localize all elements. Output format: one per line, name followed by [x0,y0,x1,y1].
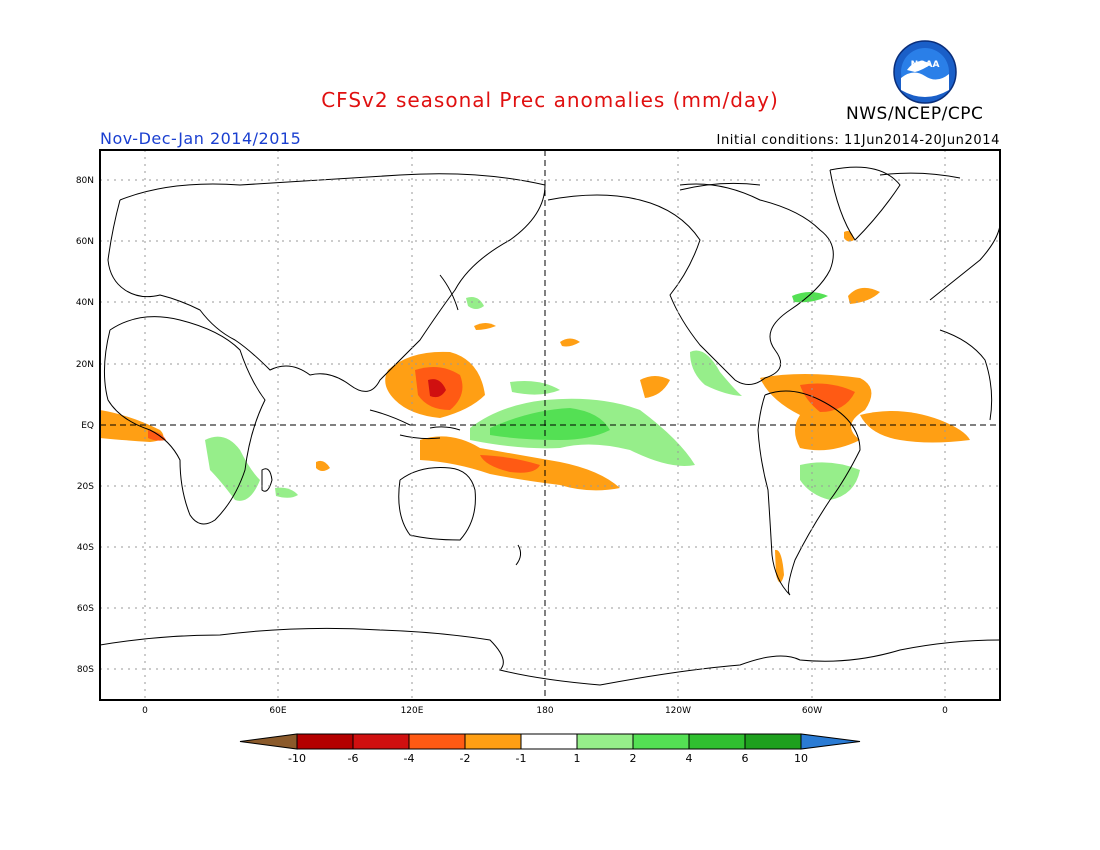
dry-anomaly-amazon-core [800,383,855,412]
dry-anomaly-indian-ocean [316,460,330,471]
dry-anomaly-north-pacific-east [560,338,580,347]
coastlines [100,166,1000,686]
lat-label-0: 80N [76,176,94,186]
colorbar-bin-6 [576,733,634,750]
colorbar-bin-3 [408,733,466,750]
colorbar-labels: -10 -6 -4 -2 -1 1 2 4 6 10 [288,752,808,765]
coast-australia [398,467,476,541]
colorbar-bin-8 [688,733,746,750]
map-title: CFSv2 seasonal Prec anomalies (mm/day) [321,88,779,112]
wet-anomaly-indian-ocean [275,487,298,498]
lon-label-0: 0 [142,706,148,716]
colorbar-bin-5 [520,733,578,750]
dry-anomaly-philippines-core [428,379,446,398]
agency-label: NWS/NCEP/CPC [846,104,984,124]
colorbar-bin-1 [296,733,354,750]
wet-anomaly-central-america [690,350,742,396]
coast-south-america [757,390,861,596]
lat-label-7: 60S [77,604,94,614]
initial-conditions: Initial conditions: 11Jun2014-20Jun2014 [716,133,1000,148]
graticule [100,150,1000,700]
map-frame [99,149,1001,701]
dry-anomaly-north-pacific-west [474,323,496,330]
colorbar-bin-9 [744,733,802,750]
lat-label-5: 20S [77,482,94,492]
dry-anomaly-gulf-guinea-core [148,430,166,441]
latitude-labels: 80N 60N 40N 20N EQ 20S 40S 60S 80S [76,176,94,675]
coast-africa [103,316,266,525]
lat-label-8: 80S [77,665,94,675]
colorbar-tick-7: 4 [686,752,693,765]
dry-anomaly-east-pacific [640,376,670,398]
forecast-period: Nov-Dec-Jan 2014/2015 [100,129,302,148]
lon-label-3: 180 [536,706,553,716]
lon-label-6: 0 [942,706,948,716]
colorbar-bin-4 [464,733,522,750]
wet-anomaly-central-pacific-core [490,408,610,440]
wet-anomaly-north-pacific [466,297,484,309]
precip-anomaly-fields [100,231,970,583]
dry-anomaly-patagonia [775,549,784,583]
coast-north-america [547,183,834,385]
colorbar-tick-2: -4 [404,752,415,765]
coast-indonesia [369,409,461,440]
colorbar-bin-7 [632,733,690,750]
noaa-logo: NOAA [893,40,957,104]
svg-text:NOAA: NOAA [911,60,940,70]
wet-anomaly-north-equatorial [510,381,560,395]
colorbar-tick-3: -2 [460,752,471,765]
coast-west-europe [929,224,1000,301]
colorbar-tick-4: -1 [516,752,527,765]
dry-anomaly-south-pacific-core [480,455,540,473]
wet-anomaly-africa [205,436,260,501]
coast-new-zealand [515,544,522,566]
colorbar-bin-2 [352,733,410,750]
coast-madagascar [261,468,273,492]
coast-arctic [679,172,961,191]
lat-label-1: 60N [76,237,94,247]
colorbar-tick-9: 10 [794,752,808,765]
lat-label-3: 20N [76,360,94,370]
lon-label-4: 120W [665,706,691,716]
coast-eurasia [107,173,546,392]
coast-greenland [829,166,901,241]
coast-antarctica [100,627,1000,686]
lat-label-2: 40N [76,298,94,308]
dry-anomaly-east-atlantic [100,410,164,442]
lat-label-4: EQ [81,421,94,431]
colorbar-tick-6: 2 [630,752,637,765]
lon-label-5: 60W [802,706,822,716]
colorbar-arrow-low [239,733,298,750]
coast-japan [439,274,459,311]
colorbar-tick-1: -6 [348,752,359,765]
colorbar-arrow-high [800,733,861,750]
dry-anomaly-equatorial-atlantic [860,411,970,443]
wet-anomaly-north-atlantic [792,292,828,303]
wet-anomaly-south-america [800,462,860,500]
colorbar [239,733,861,750]
longitude-labels: 0 60E 120E 180 120W 60W 0 [142,706,948,716]
lat-label-6: 40S [77,543,94,553]
coast-africa-east [939,329,993,421]
colorbar-tick-0: -10 [288,752,306,765]
dry-anomaly-north-atlantic [848,287,880,304]
colorbar-tick-8: 6 [742,752,749,765]
colorbar-tick-5: 1 [574,752,581,765]
lon-label-1: 60E [269,706,286,716]
lon-label-2: 120E [401,706,424,716]
